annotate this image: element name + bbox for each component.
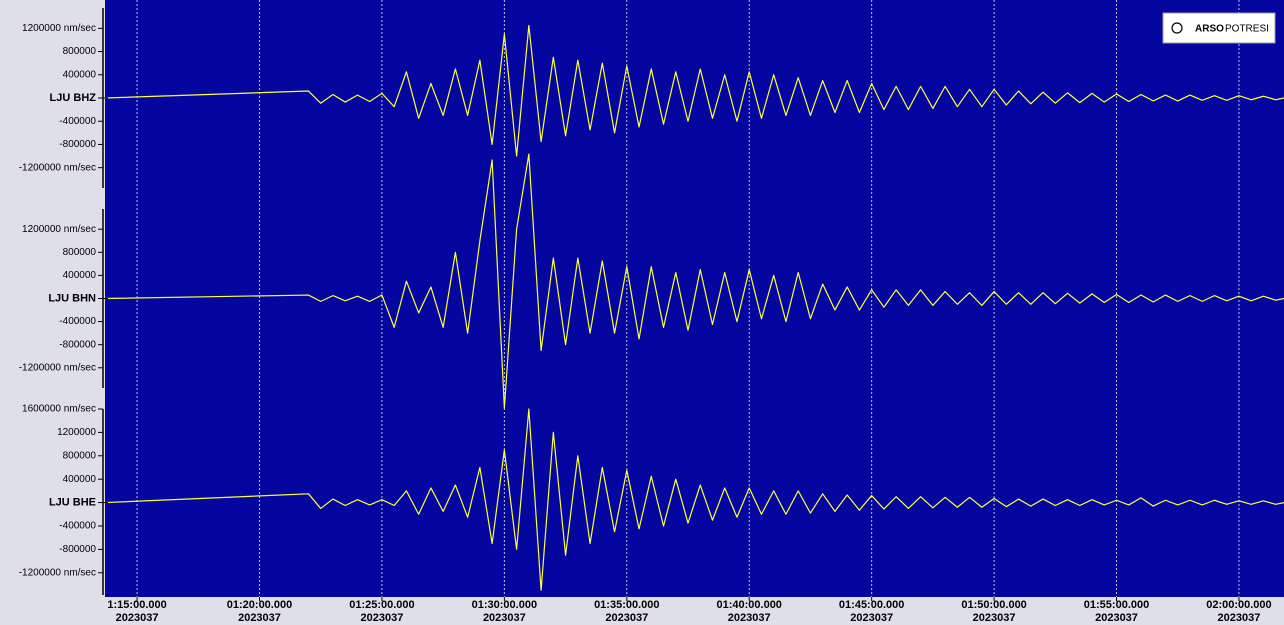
logo-bold: ARSO: [1195, 24, 1224, 35]
x-tick-date: 2023037: [238, 612, 281, 624]
x-tick-label: 01:45:00.000: [839, 599, 904, 611]
y-tick-label: 400000: [63, 69, 97, 80]
x-tick-date: 2023037: [1218, 612, 1261, 624]
y-tick-label: 1600000 nm/sec: [22, 404, 96, 415]
x-tick-date: 2023037: [973, 612, 1016, 624]
x-tick-label: 1:15:00.000: [107, 599, 166, 611]
y-tick-label: -800000: [59, 139, 96, 150]
logo-text: POTRESI: [1225, 24, 1269, 35]
y-tick-label: -800000: [59, 339, 96, 350]
x-tick-label: 01:50:00.000: [961, 599, 1026, 611]
y-tick-label: -800000: [59, 544, 96, 555]
x-tick-date: 2023037: [361, 612, 404, 624]
y-tick-label: -1200000 nm/sec: [19, 162, 96, 173]
y-tick-label: 400000: [63, 474, 97, 485]
y-tick-label: 400000: [63, 270, 97, 281]
y-tick-label: -1200000 nm/sec: [19, 567, 96, 578]
y-tick-label: 800000: [63, 450, 97, 461]
x-tick-label: 01:35:00.000: [594, 599, 659, 611]
x-tick-label: 01:55:00.000: [1084, 599, 1149, 611]
x-tick-date: 2023037: [850, 612, 893, 624]
y-tick-label: 800000: [63, 46, 97, 57]
x-tick-date: 2023037: [728, 612, 771, 624]
x-tick-date: 2023037: [116, 612, 159, 624]
trace: [104, 24, 1284, 157]
x-tick-label: 01:40:00.000: [716, 599, 781, 611]
traces: [104, 24, 1284, 591]
y-tick-label: 800000: [63, 247, 97, 258]
y-tick-label: 1200000 nm/sec: [22, 23, 96, 34]
trace: [104, 153, 1284, 409]
channel-label: LJU BHZ: [50, 92, 97, 104]
x-tick-label: 02:00:00.000: [1206, 599, 1271, 611]
trace: [104, 408, 1284, 591]
y-tick-label: -400000: [59, 521, 96, 532]
channel-label: LJU BHE: [49, 496, 96, 508]
x-tick-date: 2023037: [605, 612, 648, 624]
x-tick-date: 2023037: [1095, 612, 1138, 624]
y-tick-label: -400000: [59, 116, 96, 127]
x-tick-label: 01:30:00.000: [472, 599, 537, 611]
y-tick-label: 1200000: [57, 427, 96, 438]
y-tick-label: -400000: [59, 316, 96, 327]
x-tick-date: 2023037: [483, 612, 526, 624]
logo-icon: [1171, 22, 1183, 34]
channel-label: LJU BHN: [48, 292, 96, 304]
x-tick-label: 01:20:00.000: [227, 599, 292, 611]
y-tick-label: 1200000 nm/sec: [22, 224, 96, 235]
logo: ARSO POTRESI: [1162, 12, 1276, 44]
x-tick-label: 01:25:00.000: [349, 599, 414, 611]
grid: [136, 0, 1240, 597]
y-tick-label: -1200000 nm/sec: [19, 362, 96, 373]
